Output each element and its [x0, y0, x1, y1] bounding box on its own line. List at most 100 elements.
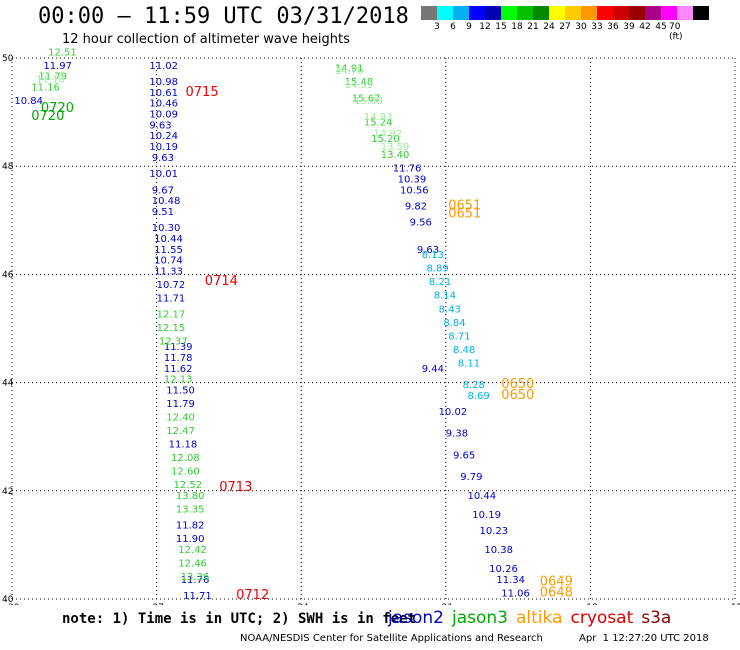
- wave-height-label: 12.15: [157, 323, 186, 334]
- wave-height-label: 15.67: [352, 93, 381, 104]
- wave-height-label: 11.97: [43, 61, 72, 72]
- track-time-label: 0720: [41, 101, 74, 116]
- wave-height-label: 12.60: [171, 467, 200, 478]
- wave-height-label: 10.24: [149, 131, 178, 142]
- wave-height-label: 11.90: [176, 534, 205, 545]
- wave-height-label: 11.33: [154, 266, 183, 277]
- x-tick-label: -30: [5, 603, 20, 605]
- wave-height-label: 10.23: [480, 526, 509, 537]
- wave-height-label: 8.43: [439, 304, 461, 315]
- wave-height-label: 9.63: [152, 153, 174, 164]
- wave-height-label: 10.48: [152, 196, 181, 207]
- colorbar-swatch: [629, 6, 645, 20]
- wave-height-label: 14.70: [335, 66, 364, 77]
- wave-height-label: 13.59: [381, 142, 410, 153]
- wave-height-label: 12.47: [166, 426, 195, 437]
- wave-height-label: 8.69: [467, 391, 489, 402]
- wave-height-label: 8.13: [422, 250, 444, 261]
- wave-height-label: 12.42: [178, 545, 207, 556]
- colorbar-swatch: [661, 6, 677, 20]
- colorbar-swatch: [645, 6, 661, 20]
- wave-height-label: 9.67: [152, 185, 174, 196]
- wave-height-label: 14.91: [335, 64, 364, 75]
- colorbar: [421, 6, 709, 20]
- x-tick-label: -24: [294, 603, 309, 605]
- wave-height-label: 14.93: [364, 112, 393, 123]
- wave-height-label: 15.08: [354, 96, 383, 107]
- chart-title: 00:00 — 11:59 UTC 03/31/2018: [38, 4, 409, 29]
- track-time-label: 0650: [501, 388, 534, 403]
- colorbar-label: 36: [607, 22, 619, 32]
- wave-height-label: 11.39: [164, 342, 193, 353]
- x-tick-label: -18: [583, 603, 598, 605]
- wave-height-label: 12.13: [164, 375, 193, 386]
- colorbar-label: 15: [495, 22, 507, 32]
- wave-height-label: 12.51: [48, 47, 77, 58]
- wave-height-label: 14.93: [345, 80, 374, 91]
- colorbar-label: 12: [479, 22, 491, 32]
- track-time-label: 0713: [219, 480, 252, 495]
- wave-height-label: 13.35: [176, 504, 205, 515]
- wave-height-label: 12.37: [159, 337, 188, 348]
- legend-s3a: s3a: [641, 608, 672, 628]
- wave-height-label: 11.79: [166, 399, 195, 410]
- wave-height-label: 10.01: [149, 169, 178, 180]
- x-tick-label: -15: [728, 603, 740, 605]
- wave-height-label: 12.17: [157, 310, 186, 321]
- wave-height-label: 9.56: [410, 218, 432, 229]
- colorbar-swatch: [501, 6, 517, 20]
- x-tick-label: -21: [438, 603, 453, 605]
- colorbar-label: 27: [559, 22, 571, 32]
- wave-height-label: 11.76: [393, 164, 422, 175]
- wave-height-label: 13.80: [176, 491, 205, 502]
- wave-height-label: 10.72: [157, 280, 186, 291]
- satellite-legend: jason2 jason3 altika cryosat s3a: [388, 608, 679, 628]
- colorbar-swatch: [597, 6, 613, 20]
- wave-height-label: 10.19: [149, 142, 178, 153]
- wave-height-label: 11.16: [31, 82, 60, 93]
- wave-height-label: 11.55: [154, 245, 183, 256]
- track-time-label: 0720: [31, 109, 64, 124]
- colorbar-label: 45: [655, 22, 667, 32]
- colorbar-swatch: [549, 6, 565, 20]
- wave-height-label: 10.74: [154, 256, 183, 267]
- y-tick-label: 44: [2, 379, 14, 389]
- wave-height-label: 11.76: [181, 575, 210, 586]
- wave-height-label: 14.92: [374, 128, 403, 139]
- track-time-label: 0712: [236, 588, 269, 603]
- wave-height-label: 11.79: [39, 72, 68, 83]
- colorbar-swatch: [421, 6, 437, 20]
- colorbar-label: 9: [466, 22, 472, 32]
- wave-height-label: 10.46: [149, 99, 178, 110]
- wave-height-label: 10.84: [14, 96, 43, 107]
- colorbar-swatch: [485, 6, 501, 20]
- wave-height-label: 9.63: [149, 120, 171, 131]
- wave-height-label: 10.56: [400, 185, 429, 196]
- legend-jason3: jason3: [452, 608, 508, 628]
- y-tick-label: 40: [2, 595, 14, 605]
- colorbar-label: 30: [575, 22, 587, 32]
- wave-height-label: 11.71: [183, 591, 212, 602]
- timestamp: Apr 1 12:27:20 UTC 2018: [579, 633, 709, 644]
- wave-height-label: 8.28: [463, 380, 485, 391]
- colorbar-label: 18: [511, 22, 523, 32]
- track-time-label: 0651: [448, 198, 481, 213]
- colorbar-swatch: [565, 6, 581, 20]
- wave-height-label: 15.48: [345, 77, 374, 88]
- wave-height-label: 13.36: [181, 572, 210, 583]
- wave-height-label: 11.16: [36, 74, 65, 85]
- wave-height-label: 10.02: [439, 407, 468, 418]
- credit-line: NOAA/NESDIS Center for Satellite Applica…: [240, 633, 543, 644]
- colorbar-label: 33: [591, 22, 603, 32]
- wave-height-label: 12.46: [178, 559, 207, 570]
- wave-height-label: 10.61: [149, 88, 178, 99]
- y-tick-label: 50: [2, 54, 14, 64]
- wave-height-label: 11.78: [164, 353, 193, 364]
- wave-height-label: 8.21: [429, 277, 451, 288]
- wave-height-label: 9.38: [446, 429, 468, 440]
- wave-height-label: 9.44: [422, 364, 444, 375]
- wave-height-label: 11.02: [149, 61, 178, 72]
- wave-height-label: 10.44: [154, 234, 183, 245]
- plot-area: -30 -27 -24 -21 -18 -15 40 42 44 46 48 50 11.02 10.98…: [2, 47, 740, 605]
- wave-height-label: 8.71: [448, 331, 470, 342]
